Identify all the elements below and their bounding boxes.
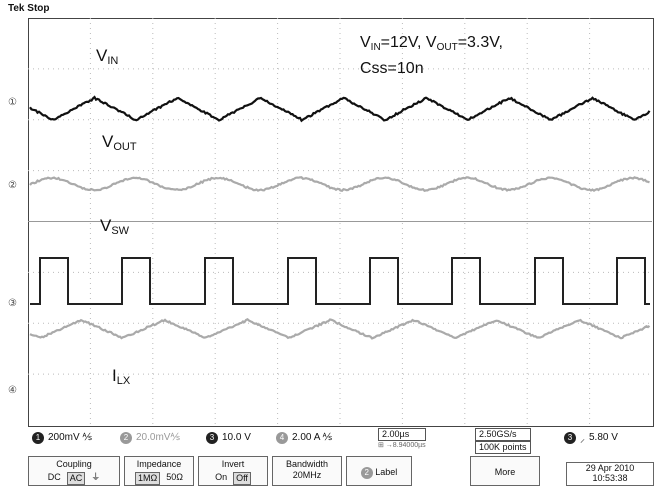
ch4-ground-marker[interactable]: ④	[8, 385, 17, 396]
channel-readout-bar: 1 200mV ⅍ 2 20.0mV⅍ 3 10.0 V 4 2.00 A ⅍ 2.00…	[28, 430, 652, 446]
trigger-readout[interactable]: 3 ⸝ 5.80 V	[564, 431, 618, 444]
label-button[interactable]: 2 Label	[346, 456, 412, 486]
coupling-menu[interactable]: Coupling DC AC ⏚	[28, 456, 120, 486]
acquisition-status: Tek Stop	[8, 3, 49, 14]
ch1-ground-marker[interactable]: ①	[8, 97, 17, 108]
ch3-ground-marker[interactable]: ③	[8, 298, 17, 309]
acquisition-readout[interactable]: 2.50GS/s 100K points	[475, 428, 531, 454]
vsw-label: VSW	[100, 216, 129, 237]
ch2-ground-marker[interactable]: ②	[8, 180, 17, 191]
rising-edge-icon: ⸝	[580, 431, 585, 445]
bandwidth-menu[interactable]: Bandwidth 20MHz	[272, 456, 342, 486]
more-button[interactable]: More	[470, 456, 540, 486]
ch2-readout[interactable]: 2 20.0mV⅍	[120, 431, 180, 444]
ch4-readout[interactable]: 4 2.00 A ⅍	[276, 431, 332, 444]
timebase-readout[interactable]: 2.00µs ⊞ →8.94000µs	[378, 428, 426, 450]
invert-menu[interactable]: Invert On Off	[198, 456, 268, 486]
vin-label: VIN	[96, 46, 118, 67]
test-conditions: VIN=12V, VOUT=3.3V, Css=10n	[360, 32, 503, 79]
ground-icon: ⏚	[91, 472, 100, 485]
impedance-menu[interactable]: Impedance 1MΩ 50Ω	[124, 456, 194, 486]
ch3-readout[interactable]: 3 10.0 V	[206, 431, 251, 444]
datetime-display: 29 Apr 2010 10:53:38	[566, 462, 654, 486]
ch1-readout[interactable]: 1 200mV ⅍	[32, 431, 92, 444]
vout-label: VOUT	[102, 132, 137, 153]
ilx-label: ILX	[112, 366, 130, 387]
